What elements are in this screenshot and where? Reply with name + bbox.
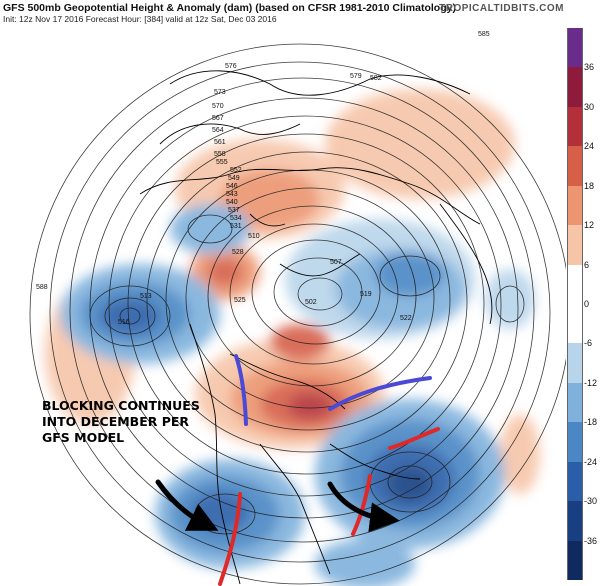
contour-label: 549 xyxy=(228,175,240,182)
contour-label: 502 xyxy=(305,299,317,306)
colorbar-tick-label: 30 xyxy=(584,101,595,112)
colorbar-tick-label: 36 xyxy=(584,62,595,73)
contour-label: 534 xyxy=(230,215,242,222)
contour-label: 570 xyxy=(212,103,224,110)
colorbar-segment xyxy=(567,106,583,147)
contour-label: 567 xyxy=(212,115,224,122)
annotation-line: INTO DECEMBER PER xyxy=(42,414,190,429)
colorbar-segment xyxy=(567,382,583,423)
colorbar-tick-label: -6 xyxy=(584,338,593,349)
contour-label: 516 xyxy=(118,319,130,326)
colorbar-tick-label: 18 xyxy=(584,180,595,191)
map-subtitle: Init: 12z Nov 17 2016 Forecast Hour: [38… xyxy=(3,14,277,24)
annotation-line: GFS MODEL xyxy=(42,430,125,445)
colorbar-segment xyxy=(567,304,583,344)
contour-label: 558 xyxy=(214,151,226,158)
contour-label: 582 xyxy=(370,75,382,82)
contour-label: 555 xyxy=(216,159,228,166)
colorbar-tick-label: -30 xyxy=(584,496,598,507)
contour-label: 588 xyxy=(36,284,48,291)
forecast-map: 585 576 579 582 573 570 567 564 561 558 … xyxy=(29,31,566,586)
colorbar-tick-label: -24 xyxy=(584,456,598,467)
red-trough-axis-east-1 xyxy=(351,474,372,536)
contour-label: 519 xyxy=(360,291,372,298)
black-arrow-west xyxy=(155,479,219,531)
black-arrow-east xyxy=(327,481,400,533)
contour-label: 543 xyxy=(226,191,238,198)
anomaly-shading xyxy=(45,89,540,586)
colorbar-segment xyxy=(567,422,583,463)
contour-label: 510 xyxy=(248,233,260,240)
header: GFS 500mb Geopotential Height & Anomaly … xyxy=(0,0,600,24)
contour-label: 507 xyxy=(330,259,342,266)
map-title: GFS 500mb Geopotential Height & Anomaly … xyxy=(3,2,456,14)
contour-label: 579 xyxy=(350,73,362,80)
colorbar-tick-label: -12 xyxy=(584,377,598,388)
contour-label: 528 xyxy=(232,249,244,256)
blocking-annotation: BLOCKING CONTINUES INTO DECEMBER PER GFS… xyxy=(42,398,200,446)
colorbar-tick-label: -36 xyxy=(584,535,598,546)
blue-ridge-axis-west xyxy=(234,354,248,426)
colorbar-segment xyxy=(567,461,583,502)
colorbar-segment xyxy=(567,264,583,305)
colorbar-segment xyxy=(567,185,583,226)
contour-label: 564 xyxy=(212,127,224,134)
contour-label: 546 xyxy=(226,183,238,190)
contour-label: 525 xyxy=(234,297,246,304)
contour-label: 540 xyxy=(226,199,238,206)
colorbar-segment xyxy=(567,28,583,68)
contour-label: 561 xyxy=(214,139,226,146)
contour-label: 576 xyxy=(225,63,237,70)
red-trough-axis-west xyxy=(218,492,242,586)
blue-ridge-axis-east xyxy=(328,376,432,411)
colorbar-segment xyxy=(567,67,583,108)
contour-label: 537 xyxy=(228,207,240,214)
contour-label: 573 xyxy=(214,89,226,96)
red-trough-axis-east-2 xyxy=(388,427,440,450)
annotation-marks xyxy=(155,354,440,586)
anomaly-colorbar: 36 30 24 18 12 6 0 -6 -12 -18 -24 -30 -36 xyxy=(566,24,600,586)
colorbar-tick-label: 12 xyxy=(584,220,595,231)
contour-label: 531 xyxy=(230,223,242,230)
colorbar-segment xyxy=(567,501,583,542)
annotation-line: BLOCKING CONTINUES xyxy=(42,398,200,413)
colorbar-segment xyxy=(567,225,583,266)
colorbar-tick-label: 6 xyxy=(584,259,590,270)
contour-label: 522 xyxy=(400,315,412,322)
brand-logo-text: TROPICALTIDBITS.COM xyxy=(439,3,564,14)
colorbar-segment xyxy=(567,146,583,187)
colorbar-segment xyxy=(567,540,583,581)
colorbar-tick-label: 24 xyxy=(584,141,595,152)
contour-label: 585 xyxy=(478,31,490,38)
colorbar-tick-label: -18 xyxy=(584,417,598,428)
contour-label: 552 xyxy=(230,167,242,174)
contour-label: 513 xyxy=(140,293,152,300)
colorbar-segment xyxy=(567,343,583,384)
colorbar-tick-label: 0 xyxy=(584,299,590,309)
contour-labels: 585 576 579 582 573 570 567 564 561 558 … xyxy=(36,31,490,326)
